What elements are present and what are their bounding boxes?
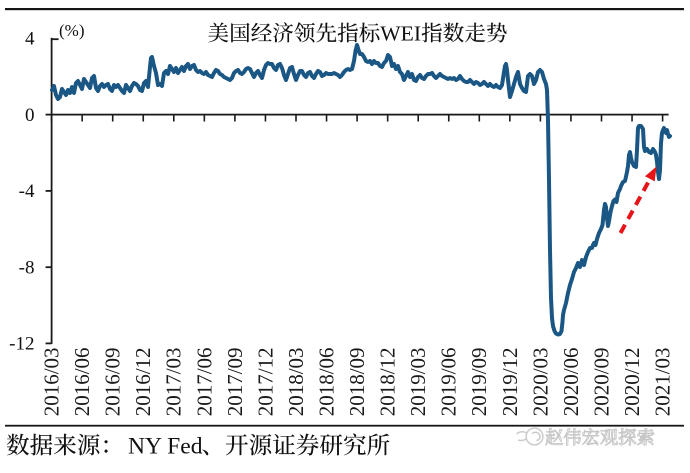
- svg-text:2016/09: 2016/09: [101, 347, 125, 416]
- svg-text:WEI: WEI: [380, 22, 421, 46]
- svg-text:2017/12: 2017/12: [253, 347, 277, 416]
- svg-text:2020/09: 2020/09: [589, 347, 613, 416]
- svg-text:2017/09: 2017/09: [223, 347, 247, 416]
- svg-text:2016/03: 2016/03: [40, 347, 64, 416]
- svg-text:2018/03: 2018/03: [284, 347, 308, 416]
- svg-text:2020/06: 2020/06: [559, 347, 583, 416]
- svg-text:2019/09: 2019/09: [467, 347, 491, 416]
- svg-text:-12: -12: [9, 334, 34, 355]
- svg-text:2017/03: 2017/03: [162, 347, 186, 416]
- svg-text:2016/12: 2016/12: [131, 347, 155, 416]
- svg-text:2019/12: 2019/12: [498, 347, 522, 416]
- svg-text:2018/06: 2018/06: [314, 347, 338, 416]
- svg-text:2019/06: 2019/06: [437, 347, 461, 416]
- svg-text:4: 4: [25, 29, 35, 50]
- svg-text:2020/03: 2020/03: [528, 347, 552, 416]
- svg-text:2016/06: 2016/06: [70, 347, 94, 416]
- svg-text:(%): (%): [59, 21, 84, 40]
- svg-text:0: 0: [25, 105, 35, 126]
- svg-text:2020/12: 2020/12: [620, 347, 644, 416]
- svg-text:2017/06: 2017/06: [192, 347, 216, 416]
- svg-text:2018/12: 2018/12: [376, 347, 400, 416]
- svg-text:2018/09: 2018/09: [345, 347, 369, 416]
- svg-text:2021/03: 2021/03: [651, 347, 675, 416]
- svg-text:NY Fed: NY Fed: [128, 434, 203, 460]
- svg-text:-8: -8: [19, 258, 35, 279]
- svg-text:-4: -4: [19, 181, 35, 202]
- svg-text:2019/03: 2019/03: [406, 347, 430, 416]
